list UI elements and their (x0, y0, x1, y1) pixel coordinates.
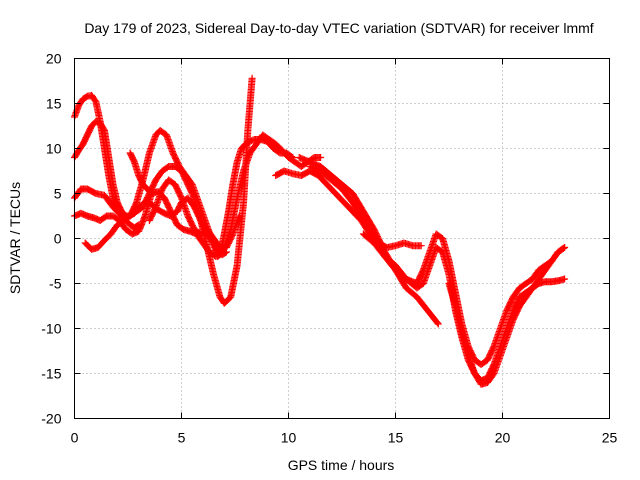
data-point (417, 242, 425, 250)
x-tick-label: 5 (178, 430, 186, 446)
data-point-interp (433, 319, 441, 327)
data-point (561, 275, 569, 283)
y-tick-label: 5 (54, 186, 62, 202)
y-tick-label: 15 (46, 96, 62, 112)
x-tick-label: 15 (388, 430, 404, 446)
data-points-layer (71, 74, 569, 388)
y-tick-label: -5 (49, 276, 62, 292)
y-tick-label: -20 (41, 411, 61, 427)
y-axis-title: SDTVAR / TECUs (7, 182, 23, 294)
data-point (248, 74, 256, 82)
series-arc-8 (145, 176, 243, 251)
y-tick-label: -10 (41, 321, 61, 337)
data-point (235, 212, 243, 220)
x-tick-label: 0 (71, 430, 79, 446)
series-arc-13 (445, 244, 569, 388)
data-point (317, 154, 325, 161)
chart-title: Day 179 of 2023, Sidereal Day-to-day VTE… (84, 20, 593, 36)
data-point (434, 320, 442, 328)
x-tick-label: 25 (602, 430, 618, 446)
y-tick-label: -15 (41, 366, 61, 382)
series-arc-7 (126, 149, 156, 197)
data-point (561, 244, 569, 251)
data-point-interp (146, 188, 154, 196)
grid-layer (74, 58, 610, 419)
series-arc-11 (306, 163, 569, 385)
x-tick-label: 20 (495, 430, 511, 446)
series-arc-1 (71, 91, 130, 220)
y-tick-label: 10 (46, 141, 62, 157)
x-axis-title: GPS time / hours (288, 457, 395, 473)
y-tick-label: 0 (54, 231, 62, 247)
y-tick-label: 20 (46, 51, 62, 67)
x-tick-label: 10 (281, 430, 297, 446)
data-point-interp (559, 244, 567, 252)
data-point (148, 190, 156, 197)
ticks-layer: 0 5 10 15 20 25 -20 -15 -10 -5 0 5 10 15 20 (41, 51, 617, 446)
